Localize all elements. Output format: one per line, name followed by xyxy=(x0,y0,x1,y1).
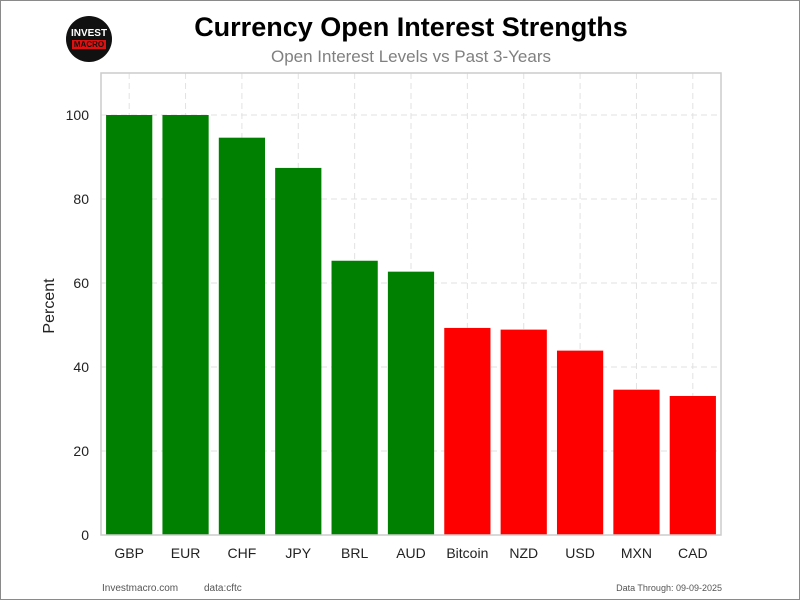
footer-site: Investmacro.com xyxy=(102,583,179,594)
footer-date: Data Through: 09-09-2025 xyxy=(616,583,722,593)
x-tick-label-mxn: MXN xyxy=(621,545,652,561)
x-tick-label-eur: EUR xyxy=(171,545,201,561)
bar-usd xyxy=(556,350,604,535)
bar-aud xyxy=(387,271,435,535)
bar-chf xyxy=(218,137,266,535)
y-axis-label: Percent xyxy=(41,278,58,334)
bar-brl xyxy=(331,260,378,535)
x-tick-label-chf: CHF xyxy=(228,545,257,561)
x-tick-label-brl: BRL xyxy=(341,545,368,561)
y-tick-label: 80 xyxy=(73,191,89,207)
bar-cad xyxy=(669,395,716,535)
bar-eur xyxy=(162,115,209,535)
logo-text-top: INVEST xyxy=(70,28,108,39)
bar-bitcoin xyxy=(444,327,491,535)
x-tick-label-gbp: GBP xyxy=(114,545,144,561)
x-tick-label-nzd: NZD xyxy=(509,545,538,561)
investmacro-logo: INVEST MACRO xyxy=(66,16,112,62)
x-tick-label-aud: AUD xyxy=(396,545,426,561)
x-tick-label-cad: CAD xyxy=(678,545,708,561)
bar-jpy xyxy=(275,167,322,536)
logo-text-bottom: MACRO xyxy=(71,40,107,49)
y-tick-label: 60 xyxy=(73,275,89,291)
bar-gbp xyxy=(106,115,153,535)
chart-subtitle: Open Interest Levels vs Past 3-Years xyxy=(270,47,552,66)
bar-nzd xyxy=(500,329,547,535)
plot-border xyxy=(100,72,722,536)
bar-mxn xyxy=(613,389,660,535)
x-tick-label-bitcoin: Bitcoin xyxy=(446,545,488,561)
y-tick-label: 20 xyxy=(73,443,89,459)
chart-title: Currency Open Interest Strengths xyxy=(194,12,628,42)
y-tick-label: 0 xyxy=(81,527,89,543)
y-tick-label: 100 xyxy=(66,107,90,123)
y-tick-label: 40 xyxy=(73,359,89,375)
footer-source: data:cftc xyxy=(204,583,242,594)
x-tick-label-usd: USD xyxy=(565,545,595,561)
x-tick-label-jpy: JPY xyxy=(285,545,311,561)
